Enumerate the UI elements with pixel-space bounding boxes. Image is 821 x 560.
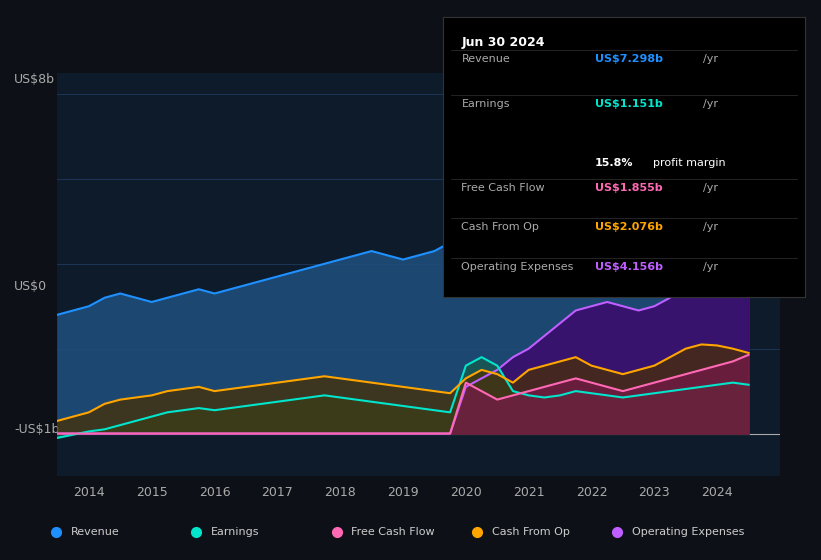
Text: profit margin: profit margin bbox=[653, 158, 726, 168]
Text: Cash From Op: Cash From Op bbox=[492, 527, 570, 537]
Text: /yr: /yr bbox=[704, 222, 718, 232]
Text: Free Cash Flow: Free Cash Flow bbox=[351, 527, 435, 537]
Text: US$0: US$0 bbox=[14, 280, 48, 293]
Text: Operating Expenses: Operating Expenses bbox=[461, 262, 574, 272]
Text: US$1.855b: US$1.855b bbox=[595, 183, 663, 193]
Text: Revenue: Revenue bbox=[71, 527, 119, 537]
Text: /yr: /yr bbox=[704, 54, 718, 64]
Text: Earnings: Earnings bbox=[211, 527, 259, 537]
Text: Cash From Op: Cash From Op bbox=[461, 222, 539, 232]
Text: US$1.151b: US$1.151b bbox=[595, 99, 663, 109]
Text: US$2.076b: US$2.076b bbox=[595, 222, 663, 232]
Text: Earnings: Earnings bbox=[461, 99, 510, 109]
Text: Jun 30 2024: Jun 30 2024 bbox=[461, 36, 545, 49]
Text: Revenue: Revenue bbox=[461, 54, 510, 64]
Text: /yr: /yr bbox=[704, 262, 718, 272]
Text: US$7.298b: US$7.298b bbox=[595, 54, 663, 64]
Text: Free Cash Flow: Free Cash Flow bbox=[461, 183, 545, 193]
Text: /yr: /yr bbox=[704, 99, 718, 109]
Text: US$8b: US$8b bbox=[14, 73, 55, 86]
Text: 15.8%: 15.8% bbox=[595, 158, 634, 168]
Text: US$4.156b: US$4.156b bbox=[595, 262, 663, 272]
Text: /yr: /yr bbox=[704, 183, 718, 193]
Text: Operating Expenses: Operating Expenses bbox=[632, 527, 745, 537]
Text: -US$1b: -US$1b bbox=[14, 423, 59, 436]
